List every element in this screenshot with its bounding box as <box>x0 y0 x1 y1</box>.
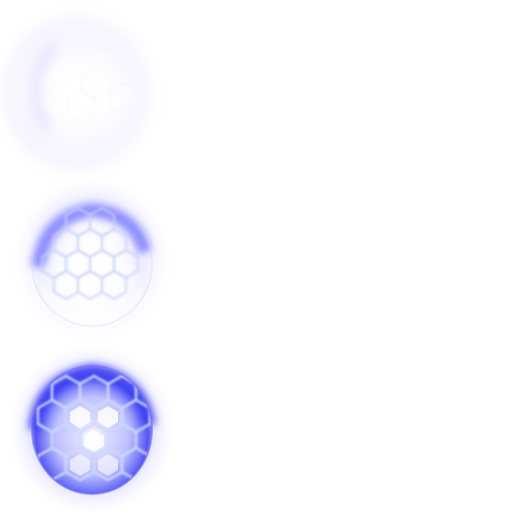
energy-shield-sprite <box>2 11 162 175</box>
hex-pattern <box>67 66 139 124</box>
energy-shield-sprite <box>14 184 170 344</box>
shield-core <box>40 234 144 330</box>
shield-frame-medium <box>0 172 180 344</box>
shield-frame-full <box>0 340 180 512</box>
shield-frame-faint <box>0 5 180 175</box>
shield-rim <box>31 365 153 495</box>
shield-top-glow <box>31 202 152 269</box>
energy-shield-sprite <box>12 348 172 512</box>
hex-highlights <box>70 406 118 476</box>
hex-pattern <box>41 206 139 301</box>
shield-rim <box>31 201 153 327</box>
shield-left-rim <box>30 41 59 133</box>
shield-core <box>55 50 145 140</box>
